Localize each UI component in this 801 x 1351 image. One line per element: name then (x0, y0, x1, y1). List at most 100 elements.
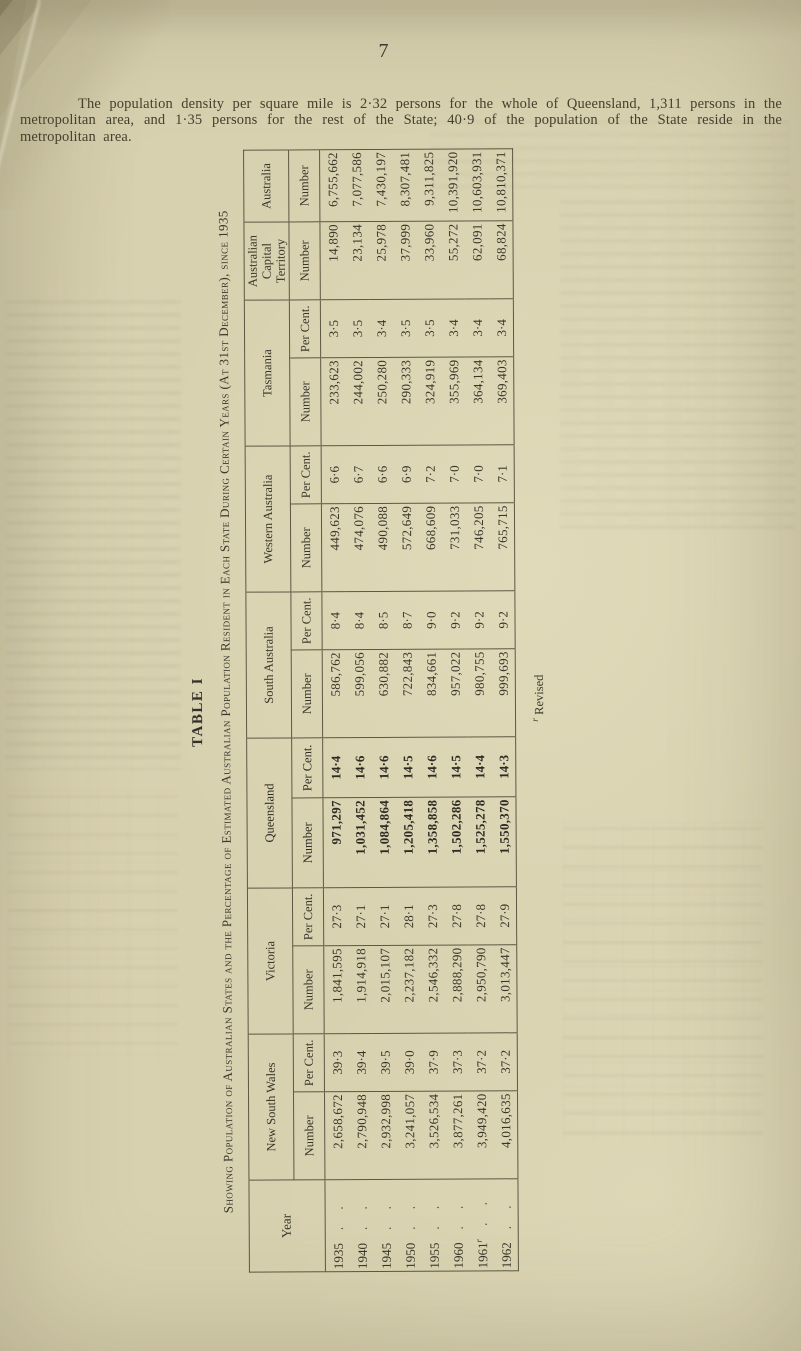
year-cell: 1960 . . (445, 1179, 469, 1271)
data-cell-wa_number: 490,088 (369, 503, 395, 592)
year-label: 1955 (426, 1242, 442, 1269)
data-cell-nsw_number: 3,526,534 (420, 1091, 446, 1180)
data-cell-aus_number: 8,307,481 (392, 149, 417, 222)
data-cell-wa_percent: 6·7 (345, 445, 370, 504)
data-cell-nsw_number: 3,241,057 (396, 1091, 422, 1180)
data-cell-tas_number: 355,969 (441, 356, 466, 446)
data-cell-nsw_number: 4,016,635 (492, 1090, 518, 1179)
subheader-tas_number: Number (289, 357, 322, 446)
data-cell-vic_number: 2,950,790 (468, 944, 493, 1034)
data-cell-wa_percent: 7·1 (489, 444, 515, 503)
year-label: 1962 (498, 1242, 514, 1269)
data-cell-nsw_percent: 39·0 (396, 1033, 421, 1092)
leader-dots: . . (378, 1199, 394, 1230)
column-header-south-australia: South Australia (245, 591, 292, 739)
data-cell-tas_number: 250,280 (369, 357, 394, 446)
year-cell: 1945 . . (373, 1179, 397, 1271)
data-cell-act_number: 37,999 (392, 221, 417, 300)
data-cell-wa_number: 449,623 (321, 503, 347, 592)
data-cell-wa_number: 474,076 (345, 503, 371, 592)
subheader-wa_percent: Per Cent. (290, 445, 322, 504)
data-cell-aus_number: 7,430,197 (368, 149, 393, 222)
column-header-new-south-wales: New South Wales (248, 1033, 294, 1181)
data-cell-wa_percent: 7·0 (465, 444, 490, 503)
year-label: 1950 (402, 1242, 418, 1269)
year-cell: 1935 . . (325, 1180, 350, 1272)
leader-dots: . . (474, 1195, 490, 1226)
data-cell-tas_number: 233,623 (320, 357, 346, 446)
data-cell-nsw_percent: 37·2 (468, 1032, 493, 1092)
data-cell-vic_percent: 28·1 (395, 887, 421, 946)
data-cell-vic_number: 1,914,918 (348, 945, 373, 1034)
data-cell-vic_number: 2,237,182 (396, 945, 421, 1034)
subheader-aus_number: Number (288, 149, 320, 222)
data-cell-qld_number: 971,297 (322, 797, 348, 888)
data-cell-tas_percent: 3·4 (368, 299, 394, 358)
data-cell-tas_number: 369,403 (489, 356, 515, 445)
year-label: 1940 (354, 1243, 370, 1270)
year-revision-mark: r (473, 1238, 484, 1243)
data-cell-act_number: 23,134 (344, 221, 369, 300)
leader-dots: . . (354, 1199, 370, 1231)
data-cell-tas_percent: 3·5 (344, 299, 370, 358)
data-cell-sa_percent: 9·2 (466, 590, 491, 649)
data-cell-wa_number: 765,715 (489, 502, 515, 591)
data-cell-wa_percent: 7·0 (441, 444, 466, 504)
paper-crease (0, 0, 43, 177)
column-header-tasmania: Tasmania (244, 299, 291, 447)
footnote-label: Revised (531, 674, 547, 715)
table-footnote: r Revised (528, 137, 550, 1259)
table-row-1962: 1962 . . 4,016,635 37·2 3,013,447 27·9 1,550,3… (488, 148, 518, 1271)
data-cell-qld_number: 1,525,278 (467, 796, 492, 888)
data-cell-sa_number: 722,843 (394, 649, 420, 738)
intro-paragraph: The population density per square mile i… (20, 95, 782, 145)
year-label: 1961 (474, 1242, 491, 1269)
data-cell-qld_percent: 14·6 (347, 737, 372, 798)
leader-dots: . . (498, 1198, 514, 1230)
data-cell-vic_number: 2,015,107 (372, 945, 397, 1034)
column-header-australia: Australia (243, 149, 289, 223)
data-cell-nsw_percent: 37·3 (444, 1033, 469, 1092)
data-cell-nsw_percent: 39·4 (348, 1033, 373, 1092)
data-cell-vic_percent: 27·3 (323, 887, 349, 946)
data-cell-aus_number: 10,603,931 (464, 148, 489, 221)
subheader-sa_percent: Per Cent. (290, 591, 323, 650)
data-cell-tas_percent: 3·5 (392, 299, 418, 358)
data-cell-nsw_percent: 37·9 (420, 1033, 445, 1092)
column-header-queensland: Queensland (246, 737, 293, 889)
data-cell-vic_percent: 27·3 (419, 887, 445, 946)
data-cell-nsw_percent: 37·2 (492, 1032, 518, 1091)
data-cell-wa_percent: 7·2 (417, 445, 442, 504)
data-cell-qld_percent: 14·5 (443, 736, 468, 798)
data-cell-nsw_percent: 39·5 (372, 1033, 397, 1092)
data-cell-vic_number: 2,546,332 (420, 945, 445, 1034)
data-cell-qld_number: 1,358,858 (419, 797, 444, 888)
data-cell-sa_percent: 9·2 (490, 590, 516, 649)
data-cell-wa_percent: 6·6 (369, 445, 394, 504)
data-cell-nsw_number: 2,790,948 (348, 1091, 374, 1180)
data-cell-sa_number: 630,882 (370, 649, 396, 738)
data-cell-nsw_number: 3,877,261 (444, 1091, 470, 1180)
year-cell: 1940 . . (349, 1180, 373, 1272)
data-cell-act_number: 25,978 (368, 221, 393, 300)
table-heading: TABLE I (189, 676, 207, 747)
data-cell-nsw_number: 2,658,672 (324, 1091, 350, 1180)
data-cell-vic_number: 2,888,290 (444, 945, 469, 1034)
data-cell-aus_number: 6,755,662 (319, 149, 345, 222)
data-cell-tas_number: 324,919 (417, 357, 442, 446)
data-cell-qld_number: 1,084,864 (371, 797, 396, 888)
data-cell-tas_number: 244,002 (345, 357, 370, 446)
subheader-act_number: Number (288, 221, 321, 300)
column-header-western-australia: Western Australia (245, 445, 291, 593)
leader-dots: . . (330, 1199, 346, 1231)
data-cell-sa_percent: 8·4 (321, 591, 347, 650)
data-cell-vic_percent: 27·1 (347, 887, 373, 946)
data-cell-wa_percent: 6·9 (393, 445, 418, 504)
data-cell-vic_percent: 27·9 (491, 886, 517, 945)
data-cell-sa_number: 957,022 (442, 648, 468, 738)
column-header-victoria: Victoria (247, 887, 294, 1035)
column-header-australian-capital-territory: Australian Capital Territory (243, 221, 290, 301)
data-cell-sa_percent: 8·4 (346, 591, 371, 650)
data-cell-sa_number: 980,755 (466, 648, 492, 737)
year-cell: 1961r . . (469, 1179, 493, 1271)
